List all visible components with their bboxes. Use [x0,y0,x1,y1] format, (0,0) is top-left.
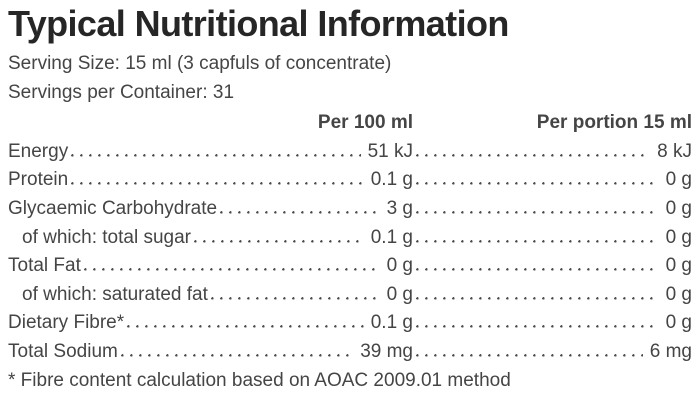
nutrient-row-glycaemic-carbohydrate: Glycaemic Carbohydrate 3 g 0 g [8,195,692,224]
value-per-portion: 6 mg [649,340,692,362]
servings-per-container-line: Servings per Container: 31 [8,81,235,103]
value-per-portion: 0 g [665,312,692,334]
table-header-row: Per 100 ml Per portion 15 ml [8,109,692,138]
value-per-100ml: 51 kJ [367,140,413,162]
nutrient-label: Glycaemic Carbohydrate [8,197,218,219]
nutrient-label: Dietary Fibre* [8,312,125,334]
column-header-per-portion: Per portion 15 ml [536,112,692,134]
nutrient-label: Total Fat [8,255,81,277]
value-per-portion: 0 g [665,283,692,305]
leader-dots [416,353,643,357]
column-header-per-100ml: Per 100 ml [317,112,413,134]
leader-dots [193,239,364,243]
value-per-100ml: 0 g [386,255,413,277]
nutrient-row-total-sugar: of which: total sugar 0.1 g 0 g [8,224,692,253]
page-title: Typical Nutritional Information [8,3,509,44]
value-per-portion: 0 g [665,255,692,277]
leader-dots [416,153,651,157]
leader-dots [416,210,659,214]
nutrient-row-dietary-fibre: Dietary Fibre* 0.1 g 0 g [8,309,692,338]
nutrient-label: Energy [8,140,69,162]
value-per-100ml: 0 g [386,283,413,305]
footnote: * Fibre content calculation based on AOA… [8,369,511,391]
nutrient-label: Total Sodium [8,340,118,362]
nutrient-row-energy: Energy 51 kJ 8 kJ [8,138,692,167]
value-per-portion: 8 kJ [657,140,692,162]
value-per-100ml: 0.1 g [370,169,413,191]
nutrient-label: Protein [8,169,69,191]
nutrient-row-protein: Protein 0.1 g 0 g [8,166,692,195]
nutrition-table: Per 100 ml Per portion 15 ml Energy 51 k… [8,109,692,366]
value-per-100ml: 3 g [386,197,413,219]
leader-dots [416,296,659,300]
nutrient-label: of which: total sugar [22,226,191,248]
nutrient-row-total-sodium: Total Sodium 39 mg 6 mg [8,338,692,367]
value-per-portion: 0 g [665,226,692,248]
leader-dots [416,239,659,243]
value-per-100ml: 39 mg [360,340,413,362]
leader-dots [210,296,380,300]
value-per-portion: 0 g [665,169,692,191]
leader-dots [127,325,364,329]
leader-dots [220,210,380,214]
nutrient-row-total-fat: Total Fat 0 g 0 g [8,252,692,281]
leader-dots [416,182,659,186]
value-per-portion: 0 g [665,197,692,219]
nutrient-label: of which: saturated fat [22,283,208,305]
leader-dots [120,353,354,357]
leader-dots [71,153,361,157]
leader-dots [416,325,659,329]
leader-dots [71,182,364,186]
serving-size-line: Serving Size: 15 ml (3 capfuls of concen… [8,53,392,74]
leader-dots [416,268,659,272]
nutrient-row-saturated-fat: of which: saturated fat 0 g 0 g [8,281,692,310]
leader-dots [83,268,380,272]
value-per-100ml: 0.1 g [370,226,413,248]
value-per-100ml: 0.1 g [370,312,413,334]
